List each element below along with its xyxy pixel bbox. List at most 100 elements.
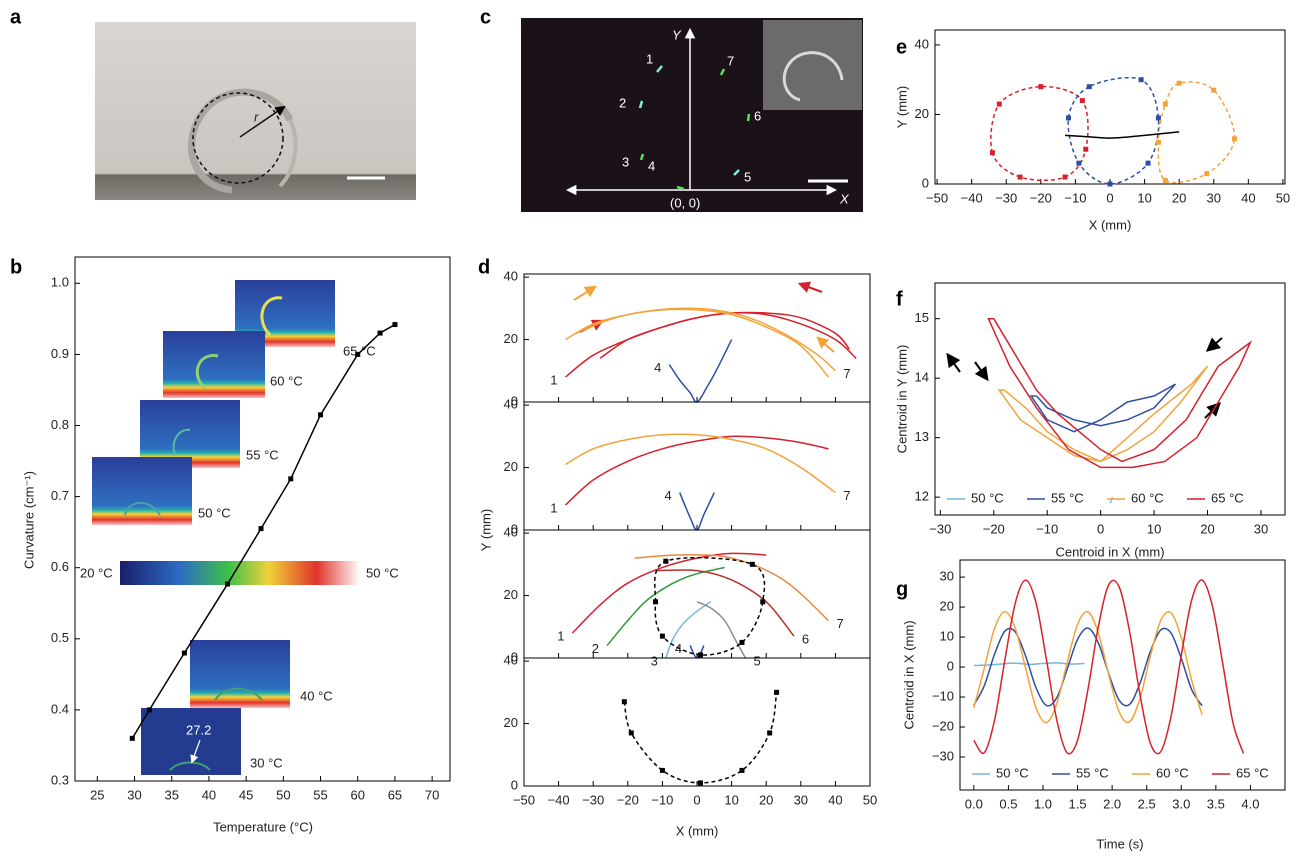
x-tick-label: 20 [1200, 521, 1214, 536]
data-point [659, 767, 665, 773]
x-tick-label: 30 [1207, 190, 1221, 205]
y-tick-label: 0.6 [51, 559, 69, 574]
x-tick-label: 30 [127, 787, 141, 802]
x-tick-label: 0 [1097, 521, 1104, 536]
data-point [129, 735, 135, 741]
data-point [377, 330, 383, 336]
axis-label: Y [672, 27, 682, 42]
data-line [575, 307, 836, 372]
data-point [1083, 146, 1089, 152]
data-line [634, 554, 829, 622]
x-tick-label: 70 [425, 787, 439, 802]
x-tick-label: 0.0 [965, 796, 983, 811]
y-tick-label: 40 [504, 397, 518, 412]
y-tick-label: 0.3 [51, 772, 69, 787]
data-point [1017, 174, 1023, 180]
point-label: 5 [744, 169, 751, 184]
point-label: 7 [727, 53, 734, 68]
legend-label: 50 °C [996, 765, 1029, 780]
data-line [654, 556, 766, 656]
point-label: 4 [648, 158, 655, 173]
y-tick-label: −20 [932, 718, 954, 733]
y-tick-label: 13 [915, 429, 929, 444]
y-tick-label: 40 [504, 269, 518, 284]
curve-label: 4 [654, 360, 661, 375]
colorbar-label: 20 °C [80, 565, 113, 580]
y-axis-title: Curvature (cm⁻¹) [21, 471, 36, 569]
x-tick-label: 50 [1276, 190, 1290, 205]
curve-label: 3 [651, 653, 658, 668]
y-tick-label: −10 [932, 688, 954, 703]
y-tick-label: 12 [915, 489, 929, 504]
x-tick-label: 20 [1172, 190, 1186, 205]
legend-label: 60 °C [1156, 765, 1189, 780]
x-tick-label: −50 [513, 792, 535, 807]
plot-frame [934, 29, 1286, 185]
y-tick-label: 20 [504, 459, 518, 474]
data-line [987, 317, 1253, 469]
x-tick-label: 0 [1106, 190, 1113, 205]
y-tick-label: 40 [504, 653, 518, 668]
data-line [565, 433, 836, 494]
data-line [973, 579, 1245, 755]
y-tick-label: 0 [511, 777, 518, 792]
data-point [1145, 160, 1151, 166]
point-label: 2 [619, 95, 626, 110]
x-tick-label: 40 [1241, 190, 1255, 205]
y-tick-label: −30 [932, 748, 954, 763]
data-line [990, 85, 1089, 182]
y-tick-label: 0.5 [51, 630, 69, 645]
data-line [606, 566, 725, 646]
data-point [146, 707, 152, 713]
data-line [973, 627, 1203, 707]
panel-label: f [896, 288, 903, 310]
y-tick-label: 20 [504, 331, 518, 346]
data-point [1038, 84, 1044, 90]
x-axis-title: X (mm) [676, 823, 719, 838]
data-point [1079, 98, 1085, 104]
data-point [989, 150, 995, 156]
data-point [288, 476, 294, 482]
data-point [767, 730, 773, 736]
axis-label: X [839, 191, 850, 206]
curve-label: 7 [843, 488, 850, 503]
y-tick-label: 40 [504, 525, 518, 540]
data-point [1162, 178, 1168, 184]
data-point [697, 652, 703, 658]
y-tick-label: 14 [915, 370, 929, 385]
data-point [1204, 171, 1210, 177]
x-tick-label: 65 [388, 787, 402, 802]
x-tick-label: −20 [1030, 190, 1052, 205]
data-point [1065, 115, 1071, 121]
x-tick-label: 35 [164, 787, 178, 802]
x-tick-label: 50 [863, 792, 877, 807]
colorbar-label: 50 °C [366, 565, 399, 580]
legend-label: 65 °C [1211, 490, 1244, 505]
x-tick-label: −20 [617, 792, 639, 807]
data-line [696, 601, 747, 659]
panel-label: g [896, 578, 908, 600]
plot-frame [959, 559, 1286, 791]
data-point [1162, 101, 1168, 107]
x-tick-label: 45 [239, 787, 253, 802]
y-tick-label: 0.4 [51, 701, 69, 716]
inset-label: 30 °C [250, 755, 283, 770]
data-point [355, 351, 361, 357]
y-axis-title: Centroid in X (mm) [901, 620, 916, 729]
y-axis-title: Centroid in Y (mm) [894, 345, 909, 454]
data-point [258, 526, 264, 532]
curve-label: 1 [557, 628, 564, 643]
photo-annotation: r [254, 109, 259, 124]
inset-label: 55 °C [246, 447, 279, 462]
legend-label: 65 °C [1236, 765, 1269, 780]
curve-label: 4 [664, 488, 671, 503]
panel-label: a [10, 6, 22, 28]
data-point [225, 581, 231, 587]
y-tick-label: 1.0 [51, 275, 69, 290]
x-tick-label: 25 [90, 787, 104, 802]
data-line [1064, 131, 1180, 139]
x-axis-title: Temperature (°C) [213, 819, 313, 834]
data-point [739, 767, 745, 773]
